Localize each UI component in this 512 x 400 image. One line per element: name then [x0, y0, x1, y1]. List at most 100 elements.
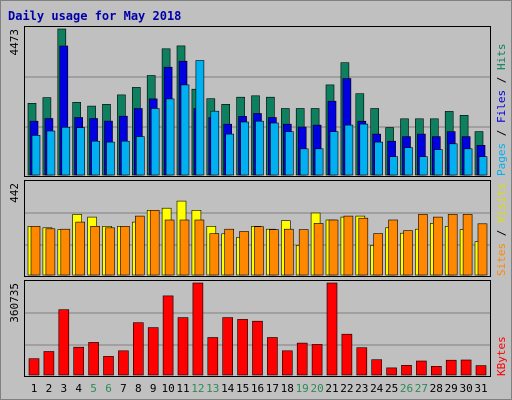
ymax-label-sites: 442 — [8, 183, 21, 203]
bar-pages-day-25 — [389, 156, 398, 176]
x-tick-label-day-31: 31 — [474, 382, 487, 395]
x-tick-label-day-3: 3 — [60, 382, 67, 395]
x-tick-label-day-24: 24 — [370, 382, 384, 395]
bar-pages-day-1 — [31, 135, 41, 176]
x-tick-label-day-21: 21 — [325, 382, 338, 395]
bar-pages-day-21 — [329, 131, 339, 176]
x-tick-label-day-18: 18 — [281, 382, 294, 395]
bar-kbytes-day-10 — [162, 295, 174, 376]
bar-pages-day-26 — [404, 147, 413, 176]
x-tick-label-day-17: 17 — [266, 382, 279, 395]
legend-sites-panel: Sites / Visits — [495, 183, 508, 276]
bar-kbytes-day-27 — [416, 360, 427, 376]
bar-kbytes-day-17 — [267, 337, 278, 376]
x-tick-label-day-2: 2 — [46, 382, 53, 395]
bar-pages-day-28 — [433, 149, 443, 176]
bar-pages-day-19 — [299, 148, 309, 176]
bar-kbytes-day-14 — [222, 317, 233, 376]
bar-kbytes-day-29 — [445, 359, 457, 376]
bar-pages-day-14 — [225, 133, 234, 176]
bar-sites-day-16 — [254, 226, 264, 276]
x-tick-label-day-9: 9 — [150, 382, 157, 395]
bar-pages-day-2 — [46, 130, 56, 176]
bar-sites-day-1 — [30, 226, 41, 276]
x-tick-label-day-25: 25 — [385, 382, 398, 395]
legend-hits-panel: Pages / Files / Hits — [495, 44, 508, 177]
bar-pages-day-5 — [91, 140, 100, 176]
bar-sites-day-3 — [60, 228, 71, 276]
x-tick-label-day-11: 11 — [176, 382, 189, 395]
bar-sites-day-6 — [105, 227, 115, 276]
legend-hits: Hits — [495, 44, 508, 71]
legend-sep-2: / — [495, 70, 508, 90]
bar-sites-day-18 — [283, 228, 294, 276]
bar-sites-day-31 — [477, 223, 488, 276]
x-tick-label-day-14: 14 — [221, 382, 235, 395]
bar-kbytes-day-1 — [28, 358, 40, 376]
x-tick-label-day-8: 8 — [135, 382, 142, 395]
bar-sites-day-25 — [388, 219, 398, 276]
legend-pages: Pages — [495, 143, 508, 176]
ymax-label-kbytes: 360735 — [8, 283, 21, 323]
bar-kbytes-day-13 — [207, 337, 219, 376]
x-tick-label-day-26: 26 — [400, 382, 413, 395]
bar-sites-day-15 — [239, 231, 249, 276]
bar-kbytes-day-19 — [296, 342, 308, 376]
x-tick-label-day-13: 13 — [206, 382, 219, 395]
bar-sites-day-29 — [447, 214, 458, 276]
bar-kbytes-day-23 — [356, 347, 368, 376]
bar-pages-day-6 — [106, 141, 115, 176]
bar-pages-day-3 — [61, 127, 71, 176]
bar-sites-day-7 — [120, 226, 130, 276]
bar-pages-day-12 — [195, 60, 205, 176]
bar-sites-day-20 — [313, 223, 324, 276]
bar-pages-day-17 — [270, 122, 279, 176]
x-tick-label-day-29: 29 — [445, 382, 458, 395]
bar-sites-day-22 — [343, 215, 354, 276]
x-tick-label-day-20: 20 — [310, 382, 323, 395]
bars-layer — [27, 28, 488, 376]
legend-sep-3: / — [495, 223, 508, 243]
ymax-label-hits: 4473 — [8, 29, 21, 56]
bar-sites-day-10 — [164, 219, 175, 276]
bar-pages-day-30 — [463, 148, 473, 176]
bar-kbytes-day-6 — [103, 356, 114, 376]
bar-kbytes-day-28 — [430, 365, 442, 376]
bar-sites-day-9 — [149, 210, 160, 276]
x-tick-label-day-19: 19 — [296, 382, 309, 395]
bar-sites-day-2 — [45, 228, 56, 276]
bar-pages-day-18 — [284, 131, 294, 176]
bar-pages-day-9 — [150, 108, 160, 176]
bar-sites-day-30 — [462, 214, 473, 276]
bar-sites-day-4 — [75, 221, 85, 276]
bar-sites-day-14 — [224, 228, 234, 276]
x-tick-label-day-5: 5 — [90, 382, 97, 395]
bar-pages-day-8 — [136, 136, 145, 176]
legend-files: Files — [495, 90, 508, 123]
bar-kbytes-day-16 — [252, 320, 263, 376]
bar-pages-day-16 — [255, 120, 264, 176]
legend-sites: Sites — [495, 243, 508, 276]
bar-pages-day-7 — [121, 140, 130, 176]
legend-kbytes-panel: KBytes — [495, 336, 508, 376]
bar-pages-day-22 — [344, 124, 354, 176]
bar-kbytes-day-18 — [281, 350, 293, 376]
x-tick-label-day-30: 30 — [459, 382, 472, 395]
x-tick-label-day-4: 4 — [75, 382, 82, 395]
bar-sites-day-19 — [298, 229, 309, 276]
x-tick-label-day-28: 28 — [430, 382, 443, 395]
bar-pages-day-27 — [419, 156, 428, 176]
x-axis-labels: 1 2 3 4 5 6 7 8 9 10 11 12 13 14 15 16 17 18 19 20 21 22 23 24 2… — [31, 382, 488, 395]
bar-sites-day-23 — [358, 217, 369, 276]
bar-sites-day-11 — [179, 219, 190, 276]
bar-kbytes-day-5 — [88, 342, 99, 376]
x-tick-label-day-1: 1 — [31, 382, 38, 395]
bar-sites-day-21 — [328, 219, 339, 276]
bar-sites-day-17 — [269, 229, 279, 276]
x-tick-label-day-6: 6 — [105, 382, 112, 395]
bar-kbytes-day-22 — [341, 333, 353, 376]
bar-kbytes-day-15 — [237, 319, 248, 376]
legend-sep-1: / — [495, 123, 508, 143]
bar-pages-day-15 — [240, 121, 249, 176]
